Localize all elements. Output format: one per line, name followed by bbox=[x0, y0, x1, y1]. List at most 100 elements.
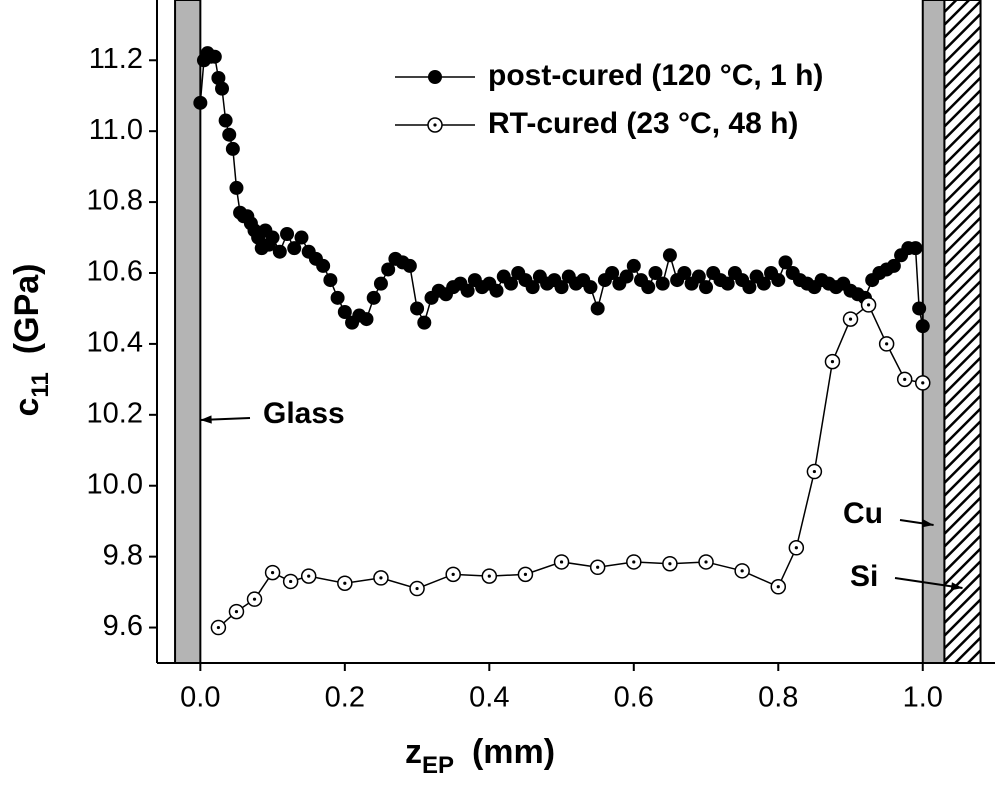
region-label: Glass bbox=[263, 397, 345, 430]
point bbox=[280, 227, 295, 241]
marker-dot bbox=[415, 586, 419, 591]
x-tick-label: 0.6 bbox=[614, 682, 654, 714]
point bbox=[246, 591, 263, 607]
marker-dot bbox=[812, 469, 816, 474]
point bbox=[778, 255, 793, 270]
point bbox=[417, 315, 432, 330]
point bbox=[756, 276, 771, 291]
point bbox=[337, 305, 352, 319]
x-label-main: z bbox=[405, 733, 422, 771]
point bbox=[337, 575, 353, 591]
point bbox=[824, 353, 841, 370]
marker-dot bbox=[451, 572, 455, 576]
point bbox=[677, 266, 692, 280]
marker-dot bbox=[216, 625, 221, 630]
marker-dot bbox=[885, 342, 889, 346]
marker-dot bbox=[487, 574, 491, 578]
point bbox=[554, 280, 569, 295]
legend-label: post-cured (120 °C, 1 h) bbox=[488, 59, 823, 92]
point bbox=[655, 276, 670, 291]
point bbox=[878, 336, 895, 352]
region-label: Si bbox=[850, 560, 878, 593]
y-tick-label: 9.8 bbox=[103, 539, 143, 571]
point bbox=[788, 540, 805, 556]
point bbox=[427, 117, 443, 133]
point bbox=[771, 273, 786, 288]
point bbox=[373, 276, 388, 291]
y-tick-label: 10.0 bbox=[87, 468, 143, 500]
point bbox=[373, 570, 389, 586]
marker-dot bbox=[632, 560, 636, 564]
point bbox=[699, 280, 714, 295]
point bbox=[662, 248, 677, 263]
x-axis-label: zEP (mm) bbox=[405, 733, 555, 779]
point bbox=[553, 554, 570, 570]
point bbox=[662, 555, 678, 572]
y-tick-label: 9.6 bbox=[103, 610, 143, 642]
y-tick-label: 10.2 bbox=[87, 397, 143, 429]
x-tick-label: 0.0 bbox=[180, 682, 220, 714]
region-label: Cu bbox=[843, 497, 883, 530]
point bbox=[842, 311, 859, 327]
marker-dot bbox=[776, 585, 780, 589]
marker-dot bbox=[740, 569, 744, 573]
marker-dot bbox=[289, 579, 293, 584]
arrow-head bbox=[200, 415, 212, 424]
y-label-main: c bbox=[8, 398, 46, 417]
marker-dot bbox=[830, 360, 835, 364]
point bbox=[648, 266, 663, 280]
y-tick-label: 11.2 bbox=[89, 43, 143, 75]
point bbox=[272, 244, 287, 259]
marker-dot bbox=[252, 597, 257, 601]
marker-dot bbox=[866, 303, 871, 307]
marker-dot bbox=[559, 560, 564, 564]
legend-label: RT-cured (23 °C, 48 h) bbox=[488, 107, 798, 140]
marker-dot bbox=[234, 609, 239, 614]
marker-dot bbox=[848, 317, 853, 321]
point bbox=[742, 280, 757, 295]
marker-dot bbox=[379, 576, 383, 580]
point bbox=[210, 619, 227, 636]
x-label-unit: (mm) bbox=[472, 733, 555, 771]
point bbox=[698, 554, 714, 570]
region bbox=[943, 0, 982, 664]
point bbox=[222, 127, 237, 142]
point bbox=[691, 269, 706, 284]
point bbox=[323, 273, 338, 288]
x-tick-label: 1.0 bbox=[903, 682, 943, 714]
point bbox=[525, 280, 540, 295]
point bbox=[409, 580, 425, 597]
point bbox=[806, 463, 823, 480]
point bbox=[410, 301, 425, 316]
arrow-line bbox=[894, 577, 963, 589]
point bbox=[428, 70, 442, 84]
point bbox=[886, 258, 901, 273]
y-tick-label: 11.0 bbox=[89, 114, 143, 146]
point bbox=[316, 258, 331, 273]
point bbox=[211, 71, 226, 85]
point bbox=[287, 241, 302, 256]
point bbox=[229, 180, 244, 195]
point bbox=[264, 564, 281, 581]
point bbox=[770, 579, 787, 595]
legend: post-cured (120 °C, 1 h) RT-cured (23 °C,… bbox=[395, 59, 823, 140]
point bbox=[193, 95, 208, 110]
x-tick-label: 0.2 bbox=[325, 682, 365, 714]
point bbox=[445, 566, 461, 583]
x-tick-label: 0.4 bbox=[469, 682, 509, 714]
region bbox=[174, 0, 202, 664]
marker-dot bbox=[523, 572, 528, 576]
point bbox=[912, 301, 927, 316]
point bbox=[915, 319, 930, 334]
point bbox=[294, 230, 309, 245]
point bbox=[359, 312, 374, 327]
point bbox=[330, 290, 345, 305]
marker-dot bbox=[596, 565, 600, 569]
point bbox=[590, 301, 605, 316]
marker-dot bbox=[433, 123, 437, 127]
arrow-head bbox=[950, 582, 963, 591]
marker-dot bbox=[921, 381, 925, 385]
point bbox=[503, 276, 518, 291]
point bbox=[215, 81, 230, 96]
point bbox=[300, 568, 317, 584]
